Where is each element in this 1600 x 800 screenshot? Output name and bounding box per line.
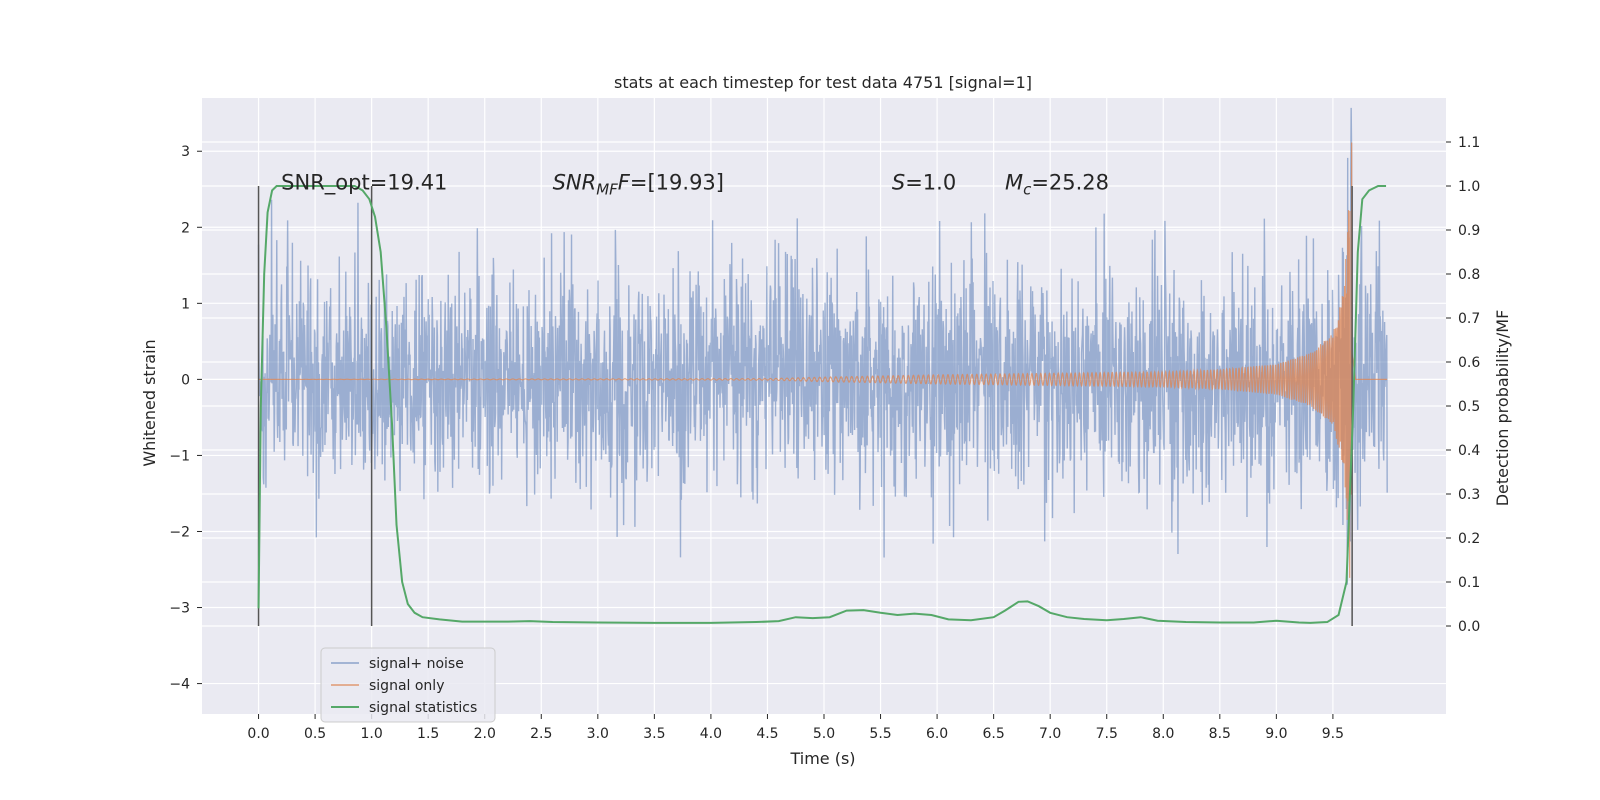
annotation-text: SNR_opt=19.41	[281, 170, 447, 195]
annotation-text: SNRMFF=[19.93]	[553, 170, 724, 198]
statistics-series	[257, 185, 1387, 624]
y2-tick-label: 0.0	[1458, 619, 1480, 635]
signal-only-line	[258, 142, 1388, 578]
x-tick-label: 2.5	[530, 726, 552, 742]
y2-tick-label: 0.5	[1458, 399, 1480, 415]
x-tick-label: 9.0	[1265, 726, 1287, 742]
y-axis-label: Whitened strain	[140, 339, 159, 466]
y2-axis-label: Detection probability/MF	[1493, 310, 1512, 507]
legend-box	[320, 647, 496, 723]
y2-tick-label: 0.8	[1458, 267, 1480, 283]
noise-series	[257, 107, 1388, 585]
x-tick-label: 3.5	[643, 726, 665, 742]
x-tick-label: 9.5	[1322, 726, 1344, 742]
x-tick-label: 5.5	[869, 726, 891, 742]
annotations: SNR_opt=19.41 SNRMFF=[19.93] S=1.0 Mc=25.28	[281, 170, 1109, 198]
legend: signal+ noise signal only signal statistic…	[320, 647, 496, 723]
y-tick-label: 0	[181, 372, 190, 388]
y2-tick-label: 1.0	[1458, 179, 1480, 195]
y-tick-label: 1	[181, 296, 190, 312]
legend-label: signal statistics	[369, 700, 477, 716]
legend-label: signal only	[369, 678, 444, 694]
x-tick-label: 7.5	[1096, 726, 1118, 742]
signal-statistics-line	[257, 185, 1387, 624]
y2-tick-label: 0.6	[1458, 355, 1480, 371]
axis-ticks: 0.0 0.5 1.0 1.5 2.0 2.5 3.0 3.5 4.0 4.5 5.0 5.5 6.0 6…	[169, 135, 1480, 742]
x-tick-label: 5.0	[813, 726, 835, 742]
x-tick-label: 0.5	[304, 726, 326, 742]
x-tick-label: 4.0	[700, 726, 722, 742]
y2-tick-label: 0.9	[1458, 223, 1480, 239]
annotation-text: Mc=25.28	[1005, 170, 1109, 198]
x-axis-label: Time (s)	[789, 749, 855, 768]
y2-tick-label: 0.3	[1458, 487, 1480, 503]
x-tick-label: 7.0	[1039, 726, 1061, 742]
legend-label: signal+ noise	[369, 656, 464, 672]
chart-title: stats at each timestep for test data 475…	[614, 73, 1032, 92]
x-tick-label: 0.0	[247, 726, 269, 742]
y-tick-label: 2	[181, 220, 190, 236]
signal-plus-noise-line	[257, 107, 1388, 585]
y2-tick-label: 0.7	[1458, 311, 1480, 327]
x-tick-label: 6.0	[926, 726, 948, 742]
annotation-text: S=1.0	[892, 170, 956, 194]
x-tick-label: 1.5	[417, 726, 439, 742]
y2-tick-label: 0.4	[1458, 443, 1480, 459]
x-tick-label: 8.0	[1152, 726, 1174, 742]
x-tick-label: 4.5	[756, 726, 778, 742]
x-tick-label: 1.0	[361, 726, 383, 742]
y-tick-label: 3	[181, 144, 190, 160]
y-tick-label: −4	[169, 677, 190, 693]
x-tick-label: 3.0	[587, 726, 609, 742]
y-tick-label: −2	[169, 524, 190, 540]
y2-tick-label: 0.2	[1458, 531, 1480, 547]
y2-tick-label: 1.1	[1458, 135, 1480, 151]
signal-series	[258, 142, 1388, 578]
y-tick-label: −1	[169, 448, 190, 464]
x-tick-label: 8.5	[1209, 726, 1231, 742]
y2-tick-label: 0.1	[1458, 575, 1480, 591]
x-tick-label: 2.0	[474, 726, 496, 742]
y-tick-label: −3	[169, 601, 190, 617]
x-tick-label: 6.5	[983, 726, 1005, 742]
